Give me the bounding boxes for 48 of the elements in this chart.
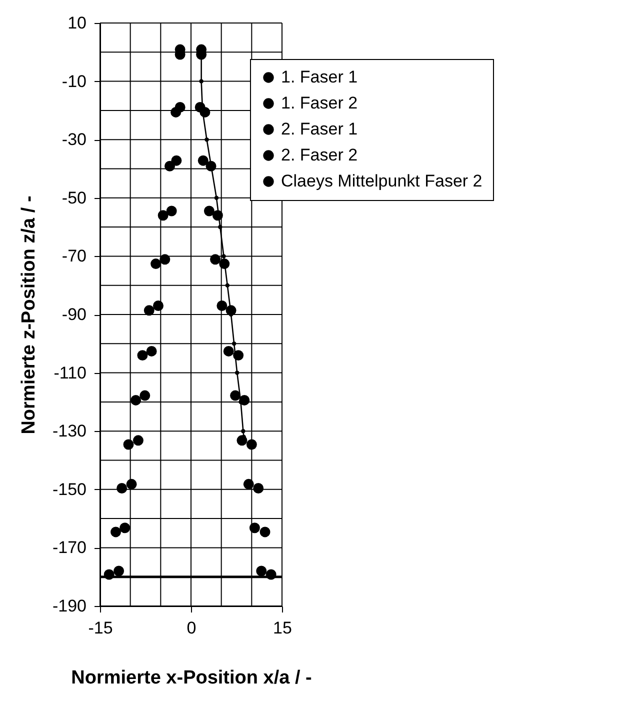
legend-label: Claeys Mittelpunkt Faser 2 [281, 172, 482, 190]
legend-label: 1. Faser 2 [281, 94, 358, 112]
point [241, 428, 246, 434]
point [230, 390, 241, 401]
point [198, 155, 208, 166]
legend-label: 2. Faser 1 [281, 120, 358, 138]
x-tick-label: 15 [273, 618, 292, 638]
point [260, 526, 270, 538]
point [171, 155, 182, 166]
y-tick-label: -10 [62, 72, 86, 91]
y-axis-title: Normierte z-Position z/a / - [18, 196, 40, 434]
point [225, 283, 230, 288]
point [144, 305, 154, 316]
point [204, 206, 214, 216]
y-tick-label: -90 [62, 305, 86, 324]
point [223, 346, 234, 356]
point [132, 435, 144, 446]
y-tick-label: -70 [62, 246, 86, 266]
point [120, 522, 130, 534]
legend-label: 2. Faser 2 [281, 146, 358, 164]
point [110, 526, 122, 538]
y-tick-label: -190 [52, 596, 86, 616]
x-tick-label: 0 [186, 618, 196, 638]
point [204, 137, 209, 142]
y-tick-label: 10 [68, 14, 86, 32]
x-axis-title: Normierte x-Position x/a / - [71, 668, 312, 688]
point [210, 254, 221, 265]
x-tick-label: -15 [88, 618, 113, 638]
point [146, 346, 157, 356]
point [214, 196, 219, 200]
point [234, 370, 240, 375]
point [150, 258, 162, 270]
y-tick-label: -110 [54, 363, 86, 382]
legend-label: 1. Faser 1 [281, 68, 358, 86]
point [114, 566, 124, 576]
point [140, 390, 150, 401]
y-tick-label: -170 [52, 538, 86, 558]
y-tick-label: -130 [52, 422, 86, 441]
y-tick-label: -30 [62, 130, 86, 150]
point [166, 206, 177, 216]
point [222, 254, 226, 258]
y-tick-label: -50 [62, 188, 86, 208]
point [137, 350, 148, 361]
point [232, 342, 236, 346]
point [256, 566, 267, 576]
y-tick-label: -150 [52, 480, 86, 499]
point [218, 224, 222, 230]
point [199, 79, 204, 84]
